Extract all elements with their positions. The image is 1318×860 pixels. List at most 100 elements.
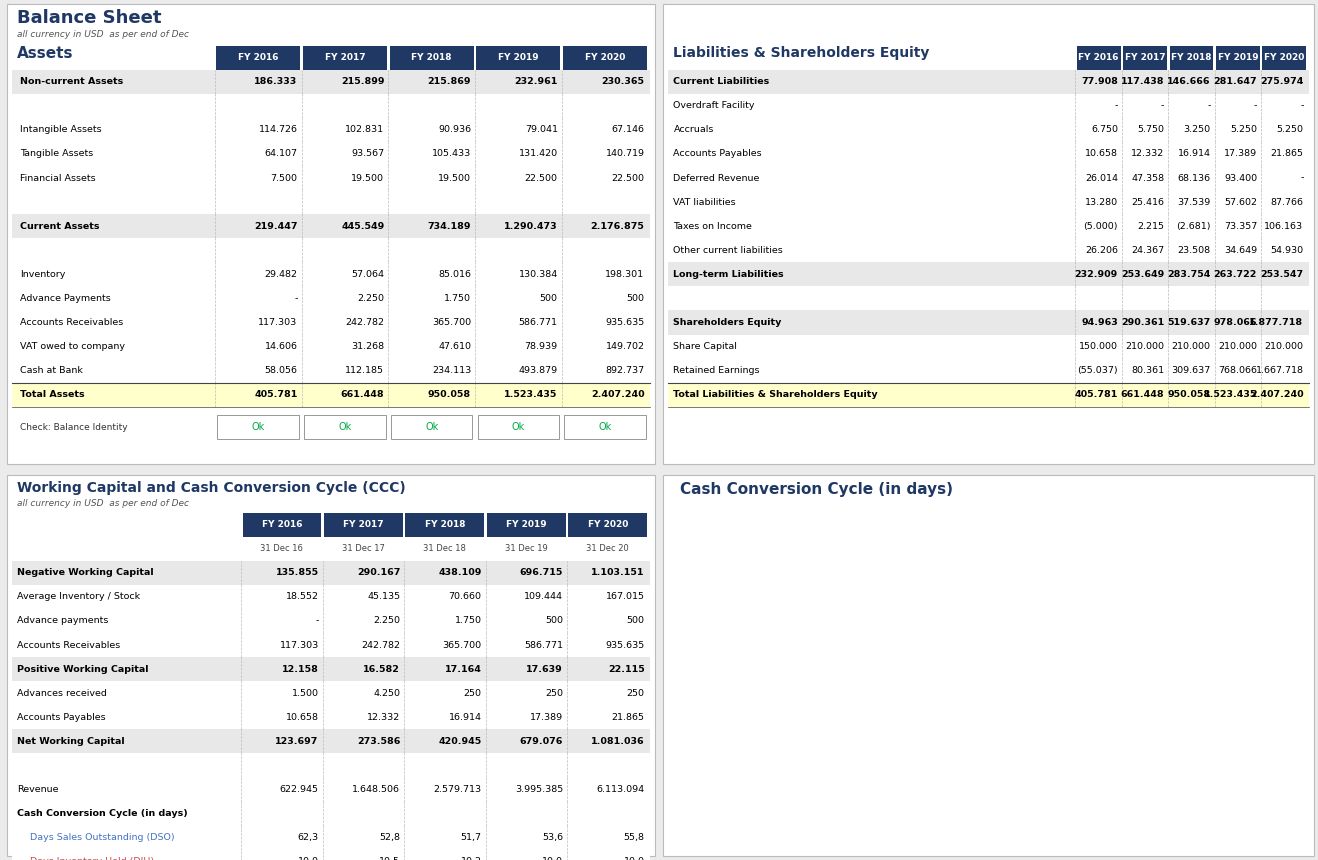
Text: 210.000: 210.000: [1218, 342, 1257, 351]
Text: 78.939: 78.939: [525, 342, 558, 351]
Text: 45.135: 45.135: [366, 593, 401, 601]
Text: Accounts Payables: Accounts Payables: [17, 713, 105, 722]
Bar: [1202, 587, 1265, 616]
Text: 79.041: 79.041: [525, 126, 558, 134]
Text: 114.726: 114.726: [258, 126, 298, 134]
Text: 31.268: 31.268: [351, 342, 385, 351]
Text: Cash at Bank: Cash at Bank: [20, 366, 83, 375]
Text: 146.666: 146.666: [1168, 77, 1211, 86]
Text: 281.647: 281.647: [1214, 77, 1257, 86]
Text: 290.167: 290.167: [357, 568, 401, 577]
Text: 6.113.094: 6.113.094: [596, 785, 645, 794]
Text: 31 Dec 17: 31 Dec 17: [341, 544, 385, 553]
Bar: [12, 166, 650, 190]
Text: Advances received: Advances received: [17, 689, 107, 697]
Text: 950.058: 950.058: [1168, 390, 1211, 399]
Text: 17.389: 17.389: [530, 713, 563, 722]
Text: 768.066: 768.066: [1218, 366, 1257, 375]
Text: 290.361: 290.361: [1122, 318, 1164, 327]
Text: 1.500: 1.500: [291, 689, 319, 697]
Text: Accounts Receivables: Accounts Receivables: [20, 318, 123, 327]
Bar: [668, 118, 1309, 142]
Text: 18.552: 18.552: [286, 593, 319, 601]
Text: 21.865: 21.865: [612, 713, 645, 722]
Bar: [324, 513, 403, 537]
Bar: [1123, 46, 1166, 70]
Text: 2.176.875: 2.176.875: [590, 222, 645, 230]
Text: 14.606: 14.606: [265, 342, 298, 351]
Text: 2.250: 2.250: [373, 617, 401, 625]
Bar: [12, 705, 650, 729]
Text: 29.482: 29.482: [265, 270, 298, 279]
Bar: [12, 657, 650, 681]
Text: 31 Dec 19: 31 Dec 19: [505, 544, 548, 553]
Text: (5.000): (5.000): [1083, 222, 1118, 230]
Text: FY 2016: FY 2016: [1078, 53, 1119, 62]
Text: 661.448: 661.448: [1120, 390, 1164, 399]
Text: Total Assets: Total Assets: [20, 390, 84, 399]
Text: Shareholders Equity: Shareholders Equity: [673, 318, 782, 327]
Bar: [12, 262, 650, 286]
Bar: [304, 415, 386, 439]
Bar: [568, 513, 647, 537]
Text: 31 Dec 20: 31 Dec 20: [587, 544, 629, 553]
Text: 19.500: 19.500: [352, 174, 385, 182]
Text: FY 2019: FY 2019: [506, 520, 547, 529]
Text: 679.076: 679.076: [519, 737, 563, 746]
Text: FY 2018: FY 2018: [424, 520, 465, 529]
Text: 16.914: 16.914: [1178, 150, 1211, 158]
Bar: [745, 551, 808, 568]
Bar: [668, 94, 1309, 118]
Text: 102.831: 102.831: [345, 126, 385, 134]
Text: 64.107: 64.107: [265, 150, 298, 158]
Bar: [668, 310, 1309, 335]
Text: 150.000: 150.000: [1079, 342, 1118, 351]
Text: 365.700: 365.700: [443, 641, 481, 649]
Text: 198.301: 198.301: [605, 270, 645, 279]
Text: 950.058: 950.058: [428, 390, 471, 399]
Text: Taxes on Income: Taxes on Income: [673, 222, 753, 230]
Text: 420.945: 420.945: [439, 737, 481, 746]
Text: 67.146: 67.146: [612, 126, 645, 134]
Text: 10,0: 10,0: [298, 857, 319, 860]
Text: -: -: [1115, 101, 1118, 110]
Bar: [745, 568, 808, 597]
Bar: [974, 628, 1036, 778]
Text: Financial Assets: Financial Assets: [20, 174, 95, 182]
Bar: [390, 46, 473, 70]
Text: Accounts Payables: Accounts Payables: [673, 150, 762, 158]
Text: 5.250: 5.250: [1277, 126, 1304, 134]
Text: 62,3: 62,3: [298, 833, 319, 842]
Text: Ok: Ok: [339, 422, 352, 433]
Text: -: -: [1253, 101, 1257, 110]
Text: 263.722: 263.722: [1214, 270, 1257, 279]
Text: 60,6: 60,6: [878, 588, 903, 599]
Text: 90.936: 90.936: [438, 126, 471, 134]
Bar: [12, 777, 650, 802]
Bar: [1169, 46, 1214, 70]
Text: Ok: Ok: [252, 422, 265, 433]
Bar: [1263, 46, 1306, 70]
Bar: [12, 238, 650, 262]
Bar: [668, 214, 1309, 238]
Text: 500: 500: [540, 294, 558, 303]
Text: Current Liabilities: Current Liabilities: [673, 77, 770, 86]
Text: 59,6: 59,6: [992, 591, 1017, 601]
Text: -: -: [315, 617, 319, 625]
Text: 1.877.718: 1.877.718: [1249, 318, 1304, 327]
Bar: [243, 513, 322, 537]
Bar: [12, 190, 650, 214]
Text: 123.697: 123.697: [275, 737, 319, 746]
Text: FY 2020: FY 2020: [588, 520, 627, 529]
Text: 130.384: 130.384: [518, 270, 558, 279]
Text: 117.303: 117.303: [258, 318, 298, 327]
Text: 12.332: 12.332: [1131, 150, 1164, 158]
Text: 22.500: 22.500: [525, 174, 558, 182]
Text: 234.113: 234.113: [432, 366, 471, 375]
Bar: [668, 190, 1309, 214]
Text: Other current liabilities: Other current liabilities: [673, 246, 783, 255]
Text: FY 2019: FY 2019: [498, 53, 539, 62]
Text: Negative Working Capital: Negative Working Capital: [17, 568, 154, 577]
Text: 149.702: 149.702: [605, 342, 645, 351]
Text: Days Inventory Held (DIH): Days Inventory Held (DIH): [30, 857, 154, 860]
